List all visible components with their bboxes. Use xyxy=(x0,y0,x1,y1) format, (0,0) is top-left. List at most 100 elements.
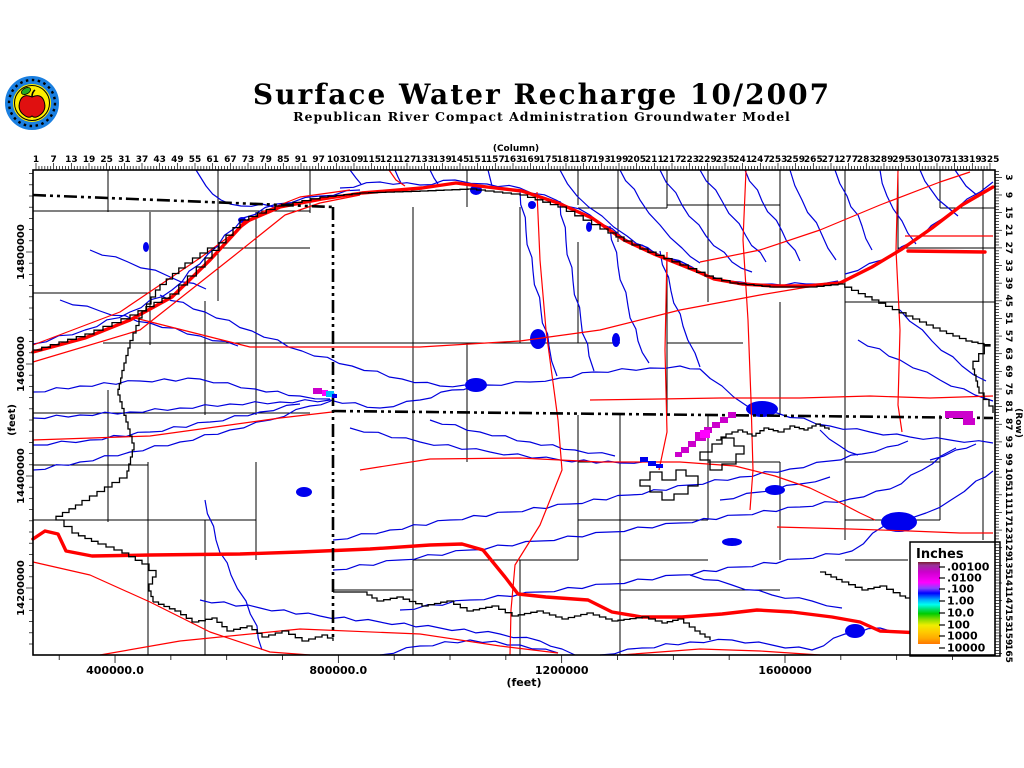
svg-text:307: 307 xyxy=(928,155,947,165)
svg-text:.0100: .0100 xyxy=(947,572,982,585)
svg-text:141: 141 xyxy=(1003,574,1013,593)
svg-text:85: 85 xyxy=(277,155,290,165)
svg-text:100: 100 xyxy=(947,619,970,632)
svg-text:163: 163 xyxy=(504,155,523,165)
svg-text:103: 103 xyxy=(327,155,346,165)
svg-text:73: 73 xyxy=(242,155,255,165)
svg-text:319: 319 xyxy=(963,155,982,165)
highway-us36 xyxy=(31,529,995,635)
svg-text:259: 259 xyxy=(786,155,805,165)
row-axis-caption: (Row) xyxy=(1013,408,1023,438)
svg-text:49: 49 xyxy=(171,155,184,165)
svg-text:151: 151 xyxy=(468,155,487,165)
svg-text:61: 61 xyxy=(206,155,219,165)
svg-text:109: 109 xyxy=(345,155,364,165)
svg-text:313: 313 xyxy=(945,155,964,165)
svg-text:97: 97 xyxy=(312,155,325,165)
svg-text:1600000: 1600000 xyxy=(758,664,812,677)
svg-text:325: 325 xyxy=(981,155,1000,165)
svg-text:31: 31 xyxy=(118,155,131,165)
legend-colorbar xyxy=(918,562,940,644)
column-axis-caption: (Column) xyxy=(493,144,539,154)
highway-platte-corridor xyxy=(31,181,995,354)
svg-text:123: 123 xyxy=(1003,521,1013,540)
svg-text:79: 79 xyxy=(259,155,272,165)
svg-text:117: 117 xyxy=(1003,503,1013,522)
reservoir xyxy=(465,378,487,392)
svg-text:91: 91 xyxy=(295,155,308,165)
svg-text:139: 139 xyxy=(433,155,452,165)
svg-text:19: 19 xyxy=(83,155,96,165)
svg-text:1.00: 1.00 xyxy=(947,595,974,608)
svg-text:800000.0: 800000.0 xyxy=(309,664,367,677)
svg-text:39: 39 xyxy=(1003,277,1013,290)
svg-text:10000: 10000 xyxy=(947,642,986,655)
svg-text:271: 271 xyxy=(822,155,841,165)
svg-text:69: 69 xyxy=(1003,365,1013,378)
boundary-island xyxy=(699,437,745,471)
logo-ring-marks xyxy=(7,78,57,128)
svg-text:75: 75 xyxy=(1003,383,1013,396)
reservoir xyxy=(845,624,865,638)
svg-text:.100: .100 xyxy=(947,583,974,596)
svg-text:37: 37 xyxy=(136,155,149,165)
svg-text:81: 81 xyxy=(1003,400,1013,413)
svg-text:21: 21 xyxy=(1003,224,1013,237)
svg-text:223: 223 xyxy=(680,155,699,165)
svg-text:57: 57 xyxy=(1003,330,1013,343)
svg-text:25: 25 xyxy=(100,155,113,165)
svg-text:87: 87 xyxy=(1003,418,1013,431)
svg-text:301: 301 xyxy=(910,155,929,165)
header: Surface Water Recharge 10/2007 Republica… xyxy=(5,76,831,130)
svg-text:111: 111 xyxy=(1003,485,1013,504)
svg-text:43: 43 xyxy=(153,155,166,165)
svg-text:.00100: .00100 xyxy=(947,561,990,574)
svg-text:193: 193 xyxy=(592,155,611,165)
svg-text:217: 217 xyxy=(663,155,682,165)
svg-text:211: 211 xyxy=(645,155,664,165)
svg-text:105: 105 xyxy=(1003,468,1013,487)
reservoirs xyxy=(143,185,917,638)
svg-text:63: 63 xyxy=(1003,347,1013,360)
svg-text:135: 135 xyxy=(1003,556,1013,575)
reservoir xyxy=(296,487,312,497)
recharge-cells-magenta xyxy=(313,388,975,457)
svg-text:283: 283 xyxy=(857,155,876,165)
page-title: Surface Water Recharge 10/2007 xyxy=(253,78,831,111)
svg-text:7: 7 xyxy=(51,155,57,165)
svg-text:33: 33 xyxy=(1003,259,1013,272)
svg-text:127: 127 xyxy=(398,155,417,165)
county-grid xyxy=(33,170,995,655)
svg-text:147: 147 xyxy=(1003,591,1013,610)
logo-apple-stem xyxy=(31,89,36,98)
svg-text:159: 159 xyxy=(1003,626,1013,645)
logo-apple-leaf xyxy=(20,87,32,95)
svg-text:187: 187 xyxy=(574,155,593,165)
pond xyxy=(528,201,536,209)
svg-text:199: 199 xyxy=(610,155,629,165)
axes: 1 7 13 19 25 31 37 43 49 55 61 67 73 79 85 91 97 10310911… xyxy=(7,144,1023,689)
reservoir xyxy=(765,485,785,495)
svg-text:15: 15 xyxy=(1003,206,1013,219)
svg-text:93: 93 xyxy=(1003,436,1013,449)
svg-text:3: 3 xyxy=(1003,174,1013,180)
axis-ticks xyxy=(26,163,1002,663)
svg-text:145: 145 xyxy=(451,155,470,165)
svg-text:129: 129 xyxy=(1003,538,1013,557)
page-subtitle: Republican River Compact Administration … xyxy=(293,109,791,124)
highway-segment-ne xyxy=(906,249,987,254)
svg-text:229: 229 xyxy=(698,155,717,165)
recharge-cells-blue xyxy=(332,394,663,468)
svg-text:133: 133 xyxy=(415,155,434,165)
border-ne-ks xyxy=(332,409,994,420)
axis-tick-labels: 1 7 13 19 25 31 37 43 49 55 61 67 73 79 85 91 97 10310911… xyxy=(16,155,1013,677)
svg-text:205: 205 xyxy=(627,155,646,165)
svg-text:51: 51 xyxy=(1003,312,1013,325)
border-co-ne xyxy=(32,193,334,209)
svg-text:235: 235 xyxy=(716,155,735,165)
svg-text:115: 115 xyxy=(362,155,381,165)
model-grid-boundary xyxy=(33,188,994,642)
svg-text:99: 99 xyxy=(1003,453,1013,466)
svg-text:400000.0: 400000.0 xyxy=(86,664,144,677)
